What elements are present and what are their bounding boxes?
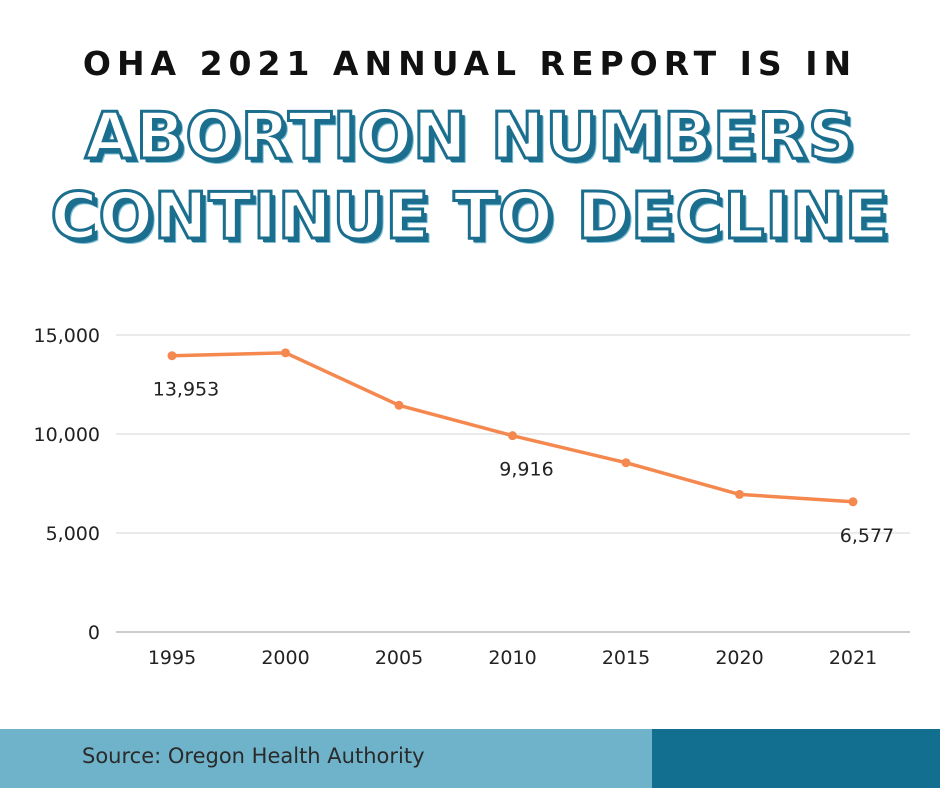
headline-line-2: CONTINUE TO DECLINE: [49, 179, 890, 256]
x-tick-label: 2021: [829, 647, 877, 669]
x-tick-label: 2005: [375, 647, 423, 669]
footer-band-light: [0, 729, 652, 788]
x-tick-label: 2000: [261, 647, 309, 669]
y-tick-label: 15,000: [34, 325, 100, 347]
data-point: [848, 497, 858, 507]
data-point: [281, 348, 290, 358]
x-tick-label: 2010: [488, 647, 536, 669]
data-label: 13,953: [153, 379, 219, 401]
data-label: 6,577: [840, 525, 894, 547]
y-tick-label: 5,000: [46, 523, 100, 545]
headline-line-1: ABORTION NUMBERS: [84, 99, 856, 176]
report-kicker: OHA 2021 ANNUAL REPORT IS IN: [82, 44, 858, 83]
data-point: [735, 489, 744, 499]
x-tick-label: 2015: [602, 647, 650, 669]
data-point: [508, 431, 517, 441]
data-point: [167, 351, 177, 361]
source-credit: Source: Oregon Health Authority: [82, 744, 425, 768]
data-point: [621, 458, 631, 468]
data-label: 9,916: [499, 459, 553, 481]
y-tick-label: 10,000: [34, 424, 100, 446]
x-tick-label: 2020: [715, 647, 763, 669]
footer-band-dark: [652, 729, 940, 788]
y-tick-label: 0: [88, 622, 100, 644]
line-chart: 0 5,000 10,000 15,000 1995 2000 2005 2010 2015 20…: [34, 325, 910, 669]
data-point: [394, 400, 404, 410]
x-tick-label: 1995: [148, 647, 196, 669]
